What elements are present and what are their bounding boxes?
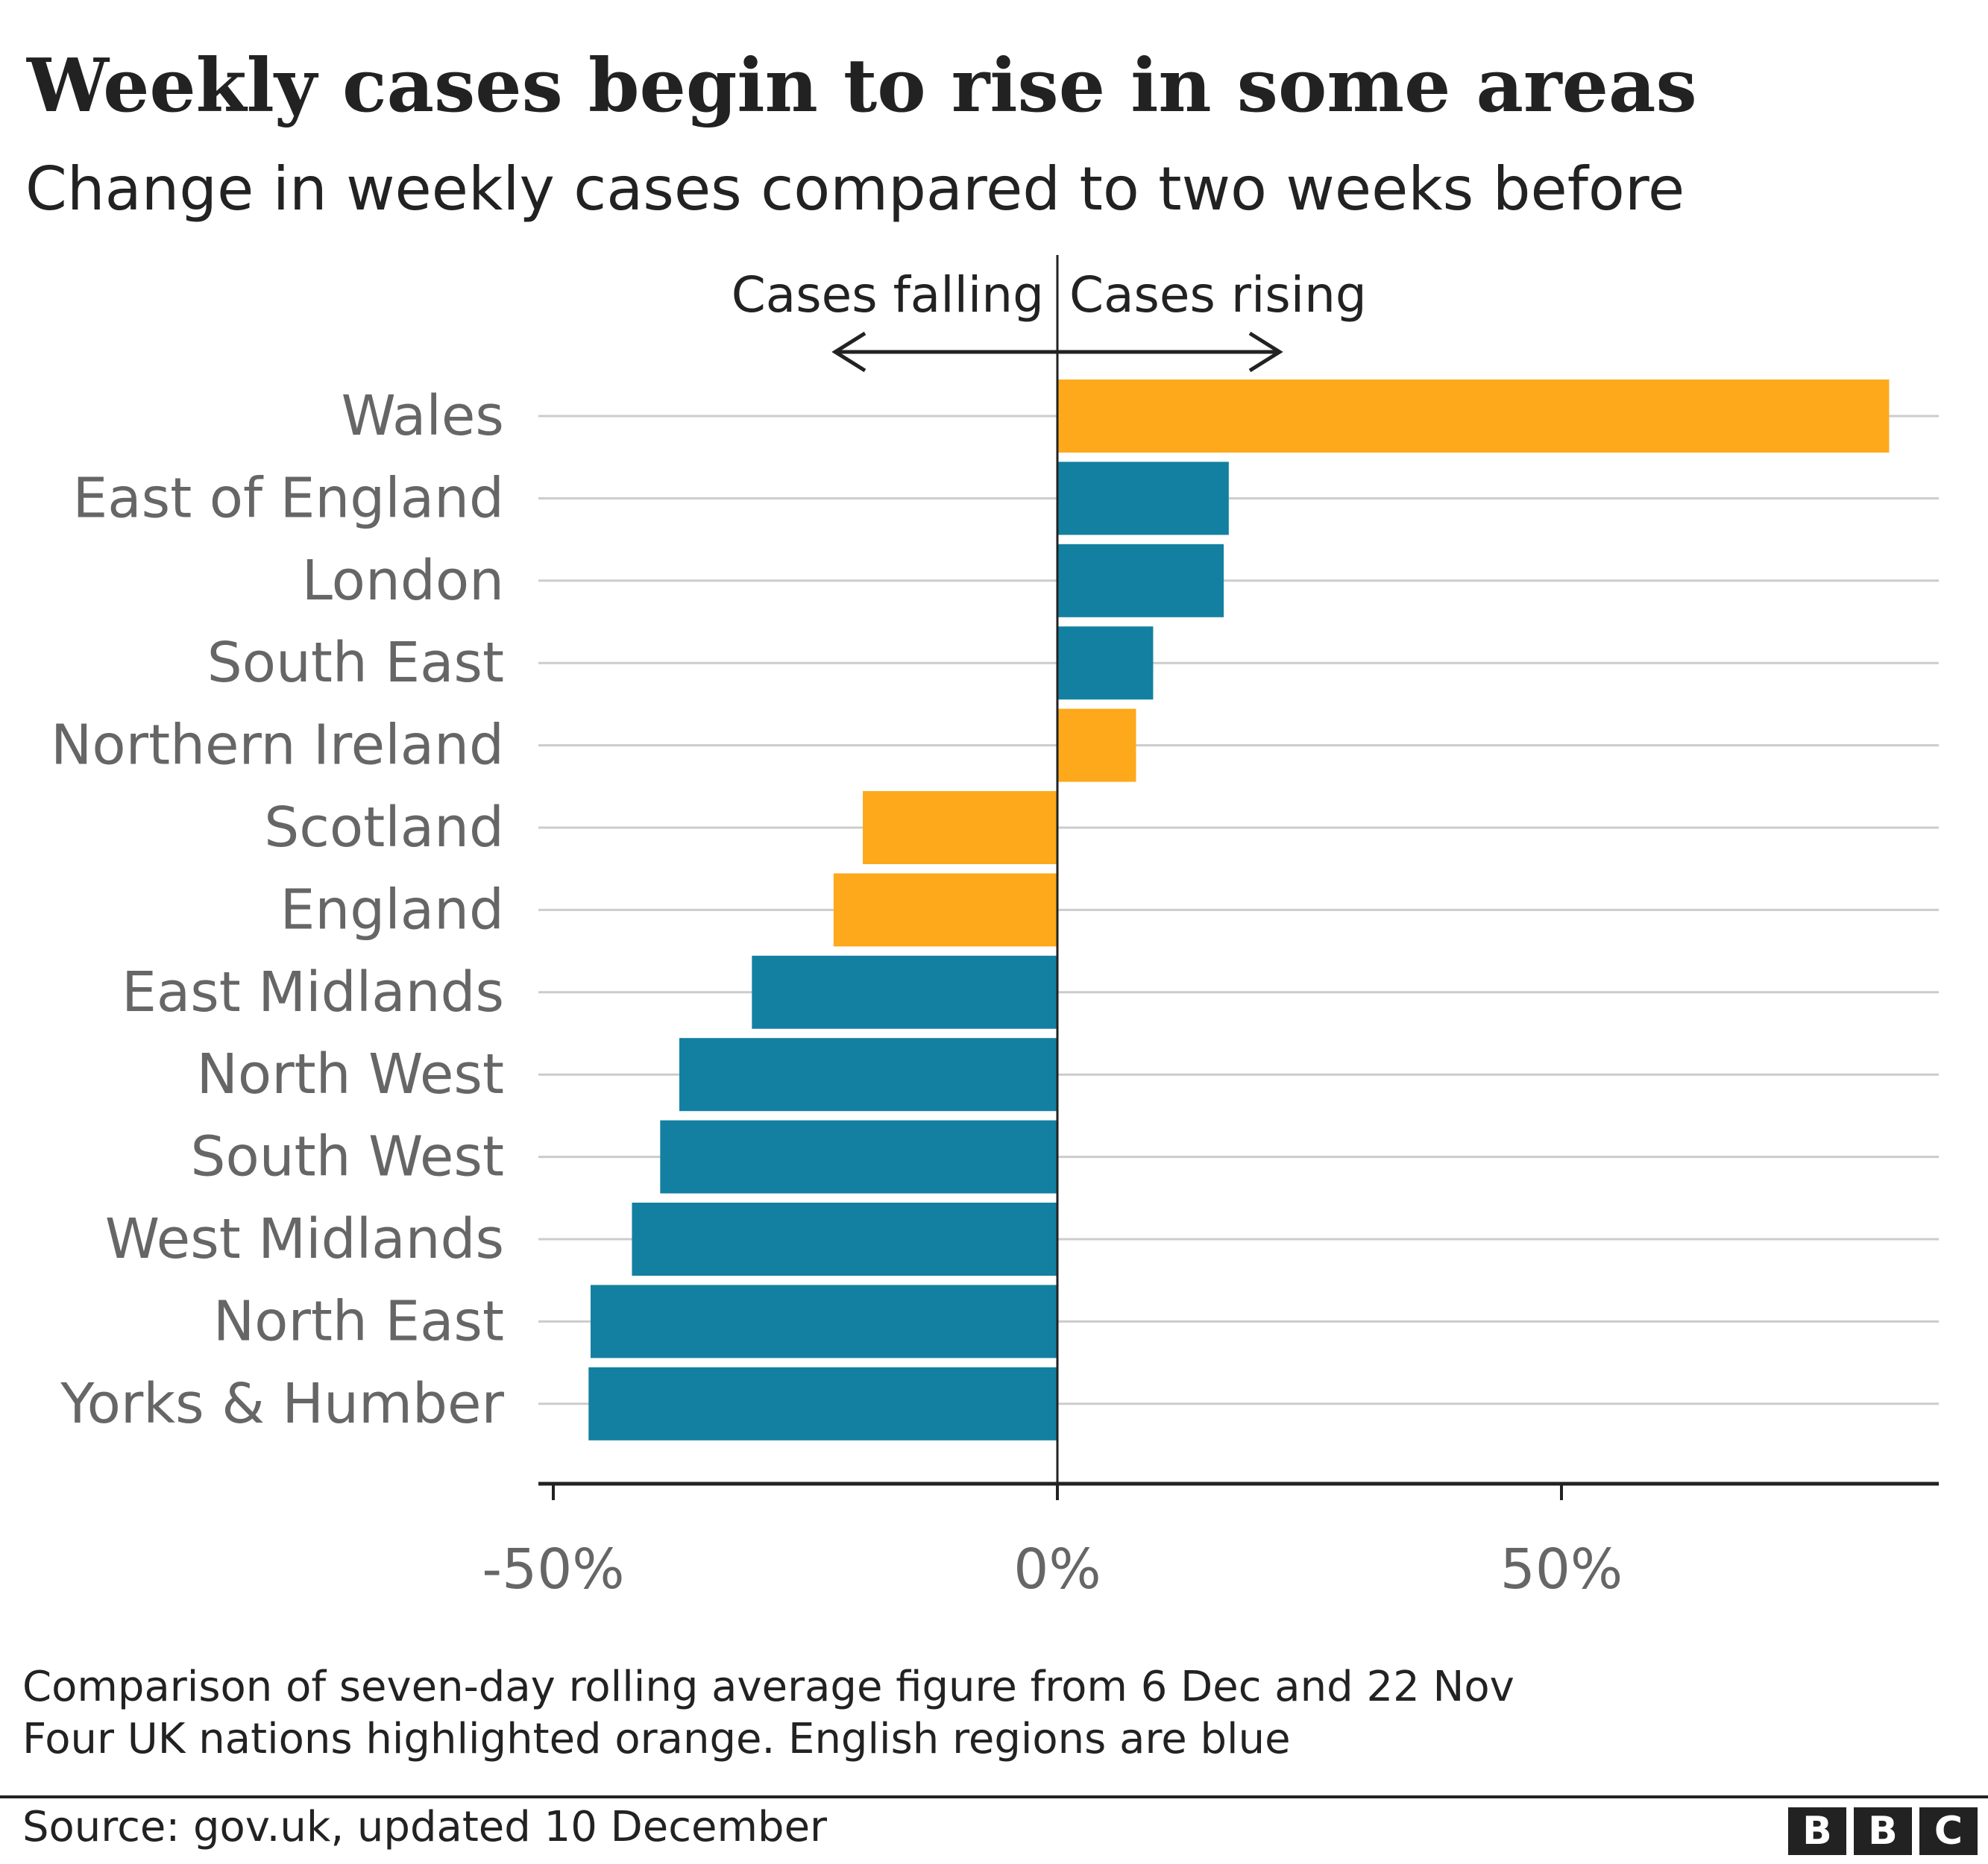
bars: [588, 380, 1890, 1440]
bar-yorks-humber: [588, 1367, 1057, 1440]
source-credit: Source: gov.uk, updated 10 December: [22, 1803, 828, 1851]
bar-east-of-england: [1057, 462, 1229, 535]
bar-east-midlands: [752, 955, 1057, 1029]
category-label: North West: [197, 1042, 504, 1106]
cases-falling-label: Cases falling: [732, 266, 1044, 324]
category-label: South West: [190, 1125, 504, 1189]
chart-subtitle: Change in weekly cases compared to two w…: [25, 154, 1685, 224]
bar-south-west: [660, 1120, 1057, 1194]
category-label: England: [280, 878, 504, 942]
arrow-left-head-icon: [831, 331, 866, 373]
category-label: East Midlands: [122, 960, 504, 1024]
x-tick-label: 0%: [1013, 1537, 1101, 1602]
footnote-comparison: Comparison of seven-day rolling average …: [22, 1663, 1514, 1711]
category-label: London: [302, 549, 504, 613]
bar-west-midlands: [632, 1203, 1057, 1276]
category-labels: Wales East of England London South East Nort…: [51, 384, 505, 1436]
category-label: North East: [213, 1289, 504, 1353]
bar-chart: Wales East of England London South East Nort…: [51, 255, 1939, 1602]
bbc-logo: B B C: [1788, 1807, 1978, 1855]
category-label: West Midlands: [105, 1207, 504, 1271]
bbc-logo-letter: B: [1788, 1807, 1846, 1855]
x-tick-label: 50%: [1500, 1537, 1623, 1602]
footnote-colour-key: Four UK nations highlighted orange. Engl…: [22, 1715, 1291, 1763]
axes: -50% 0% 50%: [482, 255, 1939, 1602]
bar-north-east: [591, 1285, 1057, 1358]
x-tick-label: -50%: [482, 1537, 624, 1602]
category-label: South East: [207, 631, 504, 695]
cases-rising-label: Cases rising: [1069, 266, 1367, 324]
bar-england: [833, 873, 1057, 947]
bbc-logo-letter: C: [1919, 1807, 1978, 1855]
bbc-logo-letter: B: [1854, 1807, 1912, 1855]
bar-wales: [1057, 380, 1890, 453]
bar-north-west: [679, 1038, 1057, 1112]
category-label: Yorks & Humber: [60, 1372, 504, 1436]
category-label: East of England: [73, 466, 504, 530]
chart-title: Weekly cases begin to rise in some areas: [27, 43, 1697, 129]
bar-scotland: [863, 791, 1057, 864]
direction-annotation: Cases falling Cases rising: [732, 266, 1367, 373]
footer-divider: [0, 1795, 1988, 1798]
bar-london: [1057, 544, 1224, 617]
category-label: Northern Ireland: [51, 714, 504, 778]
bar-northern-ireland: [1057, 708, 1136, 782]
bar-south-east: [1057, 626, 1154, 700]
arrow-right-head-icon: [1248, 331, 1283, 373]
category-label: Wales: [342, 384, 504, 448]
category-label: Scotland: [264, 796, 504, 860]
